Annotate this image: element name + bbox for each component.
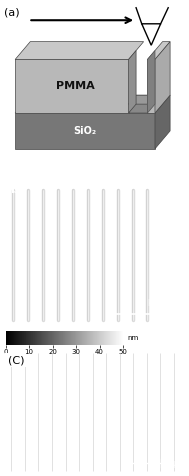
- Polygon shape: [142, 24, 161, 45]
- Polygon shape: [147, 42, 170, 60]
- Text: (C): (C): [8, 355, 24, 365]
- Polygon shape: [15, 42, 144, 60]
- Polygon shape: [155, 42, 170, 113]
- Polygon shape: [155, 95, 170, 149]
- Polygon shape: [147, 50, 155, 113]
- Text: SiO₂: SiO₂: [74, 126, 97, 136]
- Polygon shape: [15, 60, 129, 113]
- Text: 1 μm: 1 μm: [166, 459, 186, 467]
- Polygon shape: [129, 95, 155, 104]
- Polygon shape: [15, 113, 155, 149]
- Text: nm: nm: [128, 335, 139, 341]
- Polygon shape: [147, 60, 155, 113]
- Polygon shape: [15, 95, 170, 113]
- Text: (a): (a): [4, 8, 19, 18]
- Text: (b): (b): [6, 185, 24, 195]
- Polygon shape: [129, 50, 136, 113]
- Text: 2 μm: 2 μm: [141, 297, 161, 306]
- Text: PMMA: PMMA: [56, 81, 95, 91]
